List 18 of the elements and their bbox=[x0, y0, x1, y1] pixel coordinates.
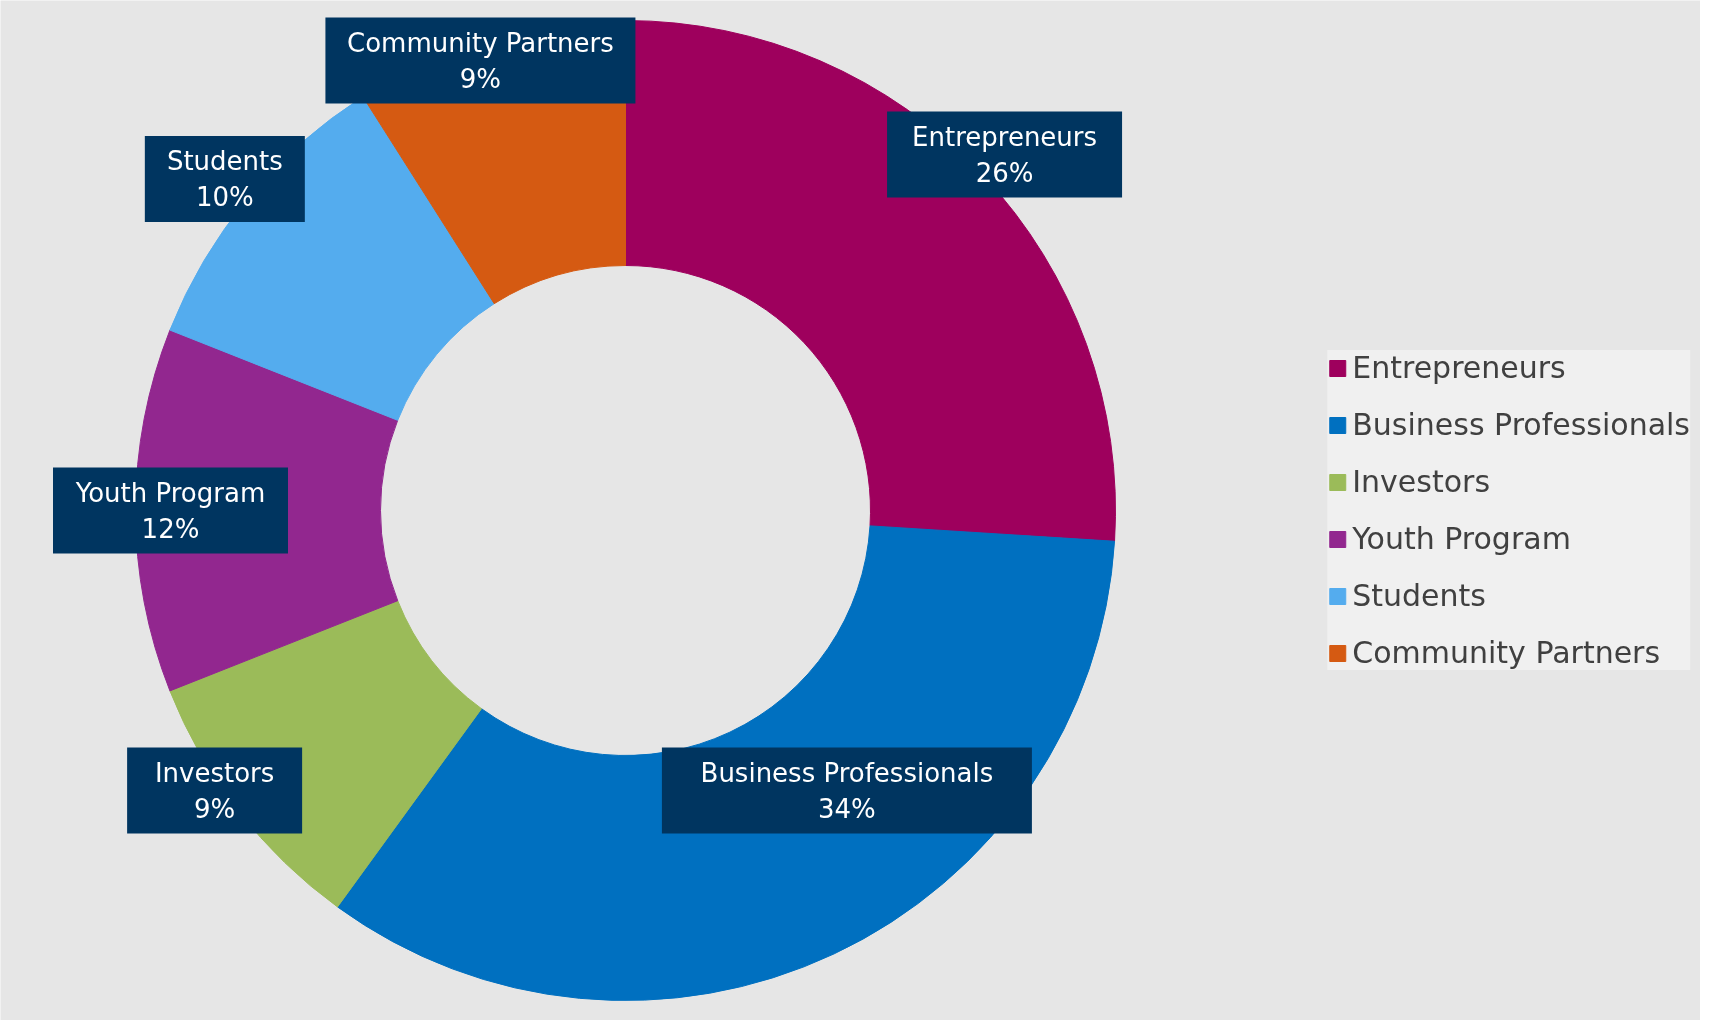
data-label: 10% bbox=[195, 182, 254, 213]
legend-label: Business Professionals bbox=[1352, 407, 1690, 442]
slice-label: Students bbox=[166, 146, 283, 177]
slice-label: Business Professionals bbox=[700, 757, 994, 788]
slice-label: Entrepreneurs bbox=[912, 121, 1098, 152]
data-label: 26% bbox=[975, 157, 1034, 188]
legend-label: Students bbox=[1352, 578, 1486, 613]
legend-label: Youth Program bbox=[1352, 521, 1571, 556]
data-label: 12% bbox=[141, 513, 200, 544]
slice-label: Community Partners bbox=[347, 27, 614, 58]
data-label: 9% bbox=[194, 793, 236, 824]
slice-label: Investors bbox=[154, 757, 275, 788]
legend-label: Entrepreneurs bbox=[1352, 350, 1566, 385]
legend-label: Investors bbox=[1352, 464, 1491, 499]
slice-label: Youth Program bbox=[74, 477, 266, 508]
legend-label: Community Partners bbox=[1352, 635, 1661, 670]
data-label: 34% bbox=[818, 793, 876, 824]
data-label: 9% bbox=[459, 63, 502, 94]
